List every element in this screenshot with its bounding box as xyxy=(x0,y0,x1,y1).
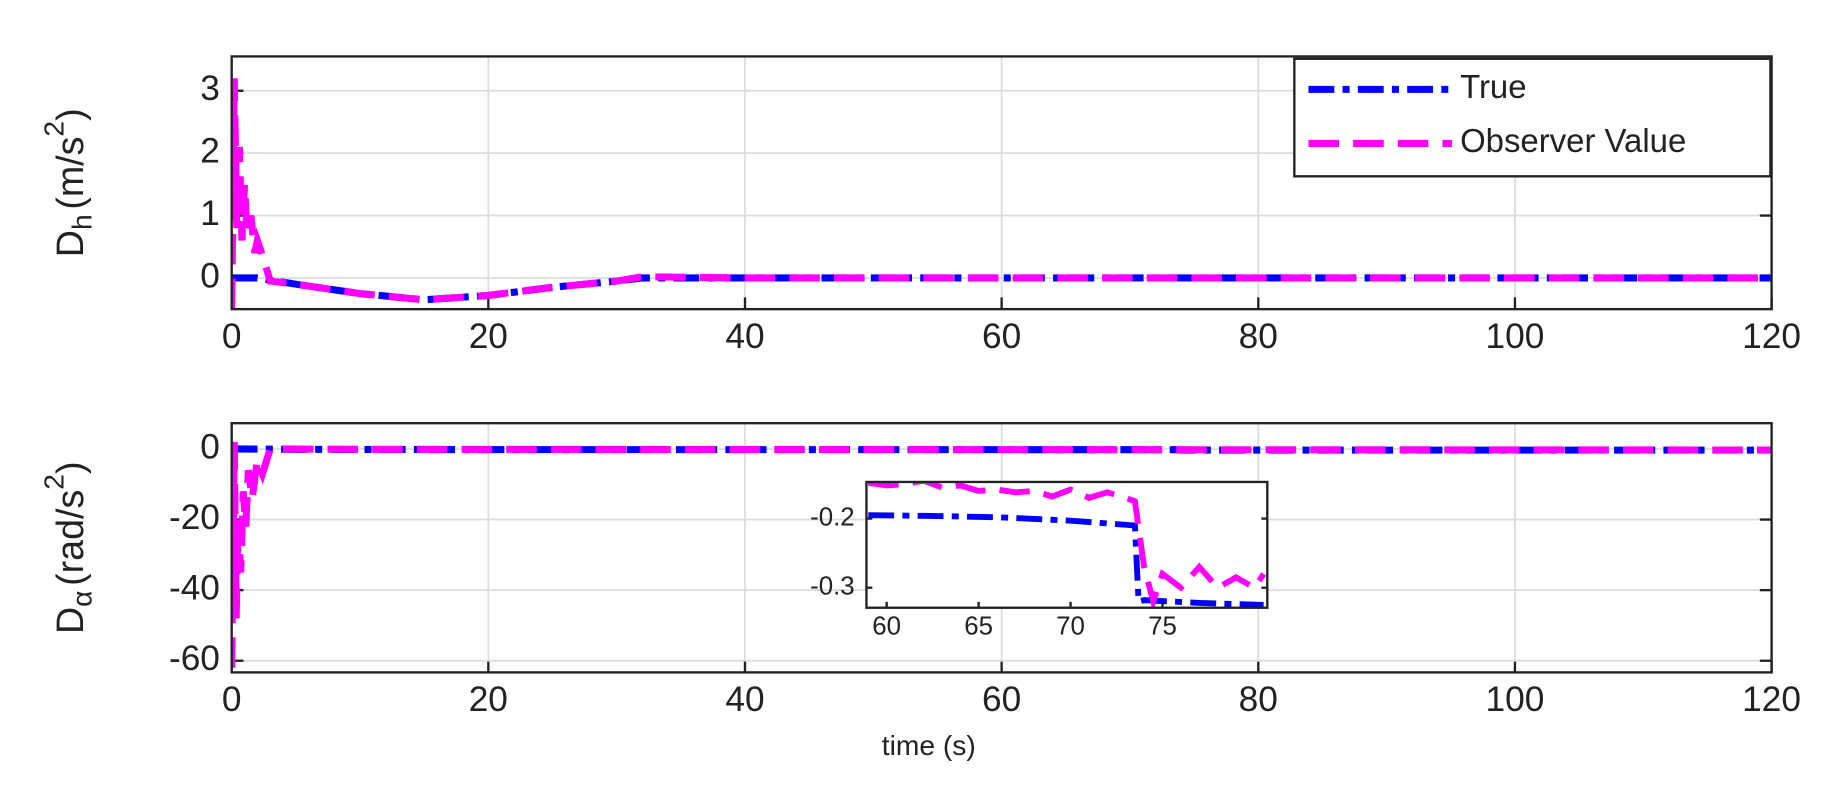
y-axis-label-part: h xyxy=(66,214,98,230)
legend-label: Observer Value xyxy=(1460,122,1686,159)
x-tick-label: 0 xyxy=(222,680,242,719)
y-axis-label-part: 2 xyxy=(38,121,70,137)
series-line xyxy=(231,78,1772,310)
y-axis-label-part: D xyxy=(49,607,91,634)
inset-background xyxy=(866,481,1268,608)
y-tick-label: -60 xyxy=(169,639,220,678)
y-tick-label: -40 xyxy=(169,568,220,607)
series-line xyxy=(231,441,1772,668)
y-tick-label: 0 xyxy=(200,256,220,295)
series-line xyxy=(868,512,1264,608)
axes-box xyxy=(230,422,1773,674)
legend-box xyxy=(1293,57,1772,178)
y-axis-label-part: 2 xyxy=(38,474,70,490)
x-tick-label: 65 xyxy=(964,613,993,641)
x-tick-label: 80 xyxy=(1239,317,1278,356)
y-tick-label: 1 xyxy=(200,194,220,233)
x-tick-label: 0 xyxy=(222,317,242,356)
y-axis-label-part: (m/s xyxy=(49,137,91,210)
x-tick-label: 60 xyxy=(982,317,1021,356)
x-tick-label: 40 xyxy=(725,317,764,356)
y-axis-label-part: α xyxy=(66,591,98,607)
y-tick-label: 3 xyxy=(200,69,220,108)
y-axis-label-part: ) xyxy=(49,462,91,475)
x-tick-label: 100 xyxy=(1486,680,1545,719)
y-tick-label: 2 xyxy=(200,131,220,170)
x-tick-label: 100 xyxy=(1486,317,1545,356)
x-axis-label: time (s) xyxy=(882,729,976,761)
axes-box xyxy=(865,480,1269,609)
y-axis-label-part: (rad/s xyxy=(49,490,91,586)
y-axis-label: Dh (m/s2) xyxy=(38,108,98,257)
y-axis-label-part: D xyxy=(49,230,91,257)
x-tick-label: 60 xyxy=(872,613,901,641)
axes-box xyxy=(230,55,1773,311)
x-tick-label: 75 xyxy=(1148,613,1177,641)
x-tick-label: 120 xyxy=(1742,317,1801,356)
x-tick-label: 60 xyxy=(982,680,1021,719)
y-tick-label: -20 xyxy=(169,498,220,537)
x-tick-label: 80 xyxy=(1239,680,1278,719)
y-axis-label: Dα (rad/s2) xyxy=(38,462,98,635)
legend-label: True xyxy=(1460,68,1526,105)
y-tick-label: -0.3 xyxy=(810,573,855,601)
y-tick-label: -0.2 xyxy=(810,503,855,531)
x-tick-label: 20 xyxy=(469,680,508,719)
y-tick-label: 0 xyxy=(200,427,220,466)
x-tick-label: 120 xyxy=(1742,680,1801,719)
y-axis-label-part: ) xyxy=(49,108,91,121)
series-line xyxy=(867,481,1267,608)
x-tick-label: 70 xyxy=(1056,613,1085,641)
x-tick-label: 40 xyxy=(725,680,764,719)
x-tick-label: 20 xyxy=(469,317,508,356)
